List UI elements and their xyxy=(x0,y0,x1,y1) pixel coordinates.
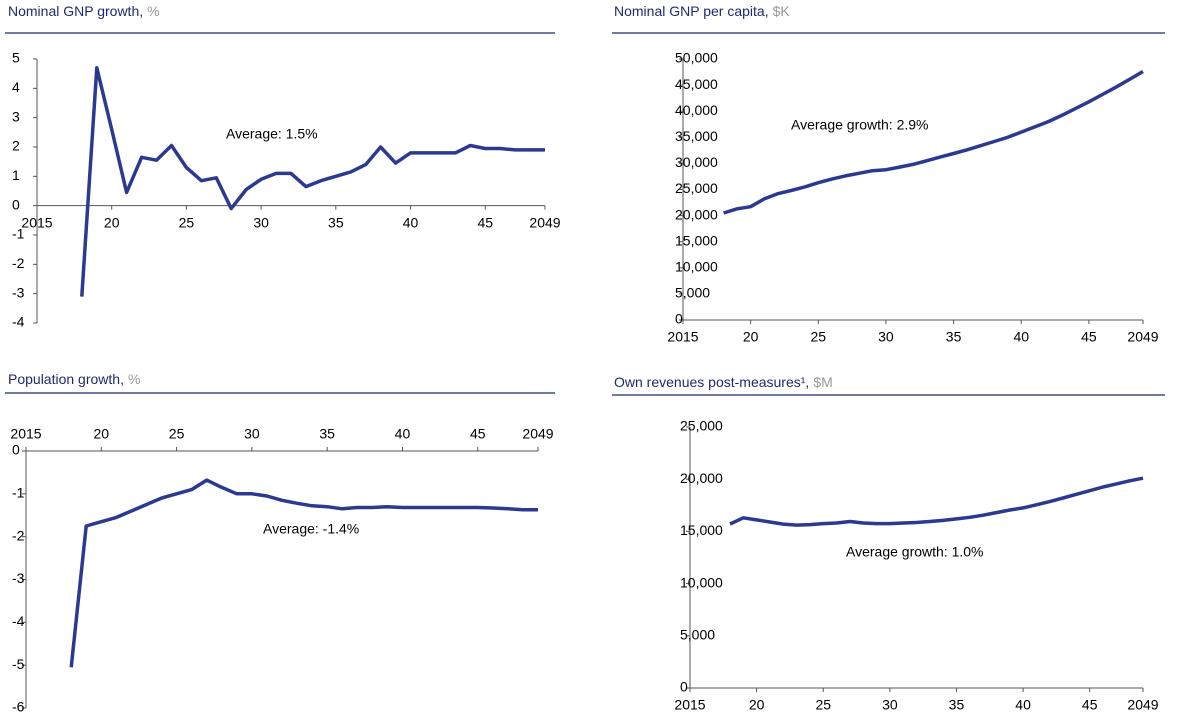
y-tick-label: 0 xyxy=(12,442,20,458)
y-tick-label: 0 xyxy=(680,679,688,695)
chart-title: Nominal GNP per capita, $K xyxy=(614,3,790,19)
y-tick-label: 20,000 xyxy=(675,206,718,222)
x-tick-label: 20 xyxy=(104,214,120,230)
y-tick-label: 50,000 xyxy=(675,50,718,66)
x-tick-label: 30 xyxy=(882,697,898,713)
x-tick-label: 40 xyxy=(395,426,411,442)
x-tick-label: 35 xyxy=(319,426,335,442)
y-tick-label: 1 xyxy=(12,167,20,183)
title-text: Population growth, xyxy=(8,371,124,387)
title-unit: $M xyxy=(813,374,832,390)
y-tick-label: -3 xyxy=(12,284,25,300)
annotation: Average growth: 2.9% xyxy=(791,117,929,133)
y-tick-label: 2 xyxy=(12,138,20,154)
y-tick-label: 35,000 xyxy=(675,128,718,144)
y-tick-label: -3 xyxy=(12,570,25,586)
y-tick-label: 10,000 xyxy=(675,259,718,275)
annotation: Average: -1.4% xyxy=(263,521,359,537)
x-tick-label: 30 xyxy=(244,426,260,442)
x-tick-label: 20 xyxy=(94,426,110,442)
x-tick-label: 45 xyxy=(470,426,486,442)
chart-title: Nominal GNP growth,% xyxy=(8,3,160,19)
title-text: Nominal GNP growth, xyxy=(8,3,143,19)
x-tick-label: 40 xyxy=(403,214,419,230)
x-tick-label: 2015 xyxy=(674,697,705,713)
x-tick-label: 35 xyxy=(946,329,962,345)
x-tick-label: 35 xyxy=(328,214,344,230)
y-tick-label: -6 xyxy=(12,699,25,713)
y-tick-label: -5 xyxy=(12,656,25,672)
y-tick-label: -1 xyxy=(12,226,25,242)
y-tick-label: -2 xyxy=(12,255,25,271)
title-text: Own revenues post-measures¹, xyxy=(614,374,809,390)
x-tick-label: 45 xyxy=(477,214,493,230)
x-tick-label: 2049 xyxy=(1127,329,1158,345)
x-tick-label: 25 xyxy=(169,426,185,442)
title-unit: % xyxy=(147,3,159,19)
y-tick-label: 25,000 xyxy=(675,180,718,196)
y-tick-label: 25,000 xyxy=(680,418,723,434)
x-tick-label: 2049 xyxy=(522,426,553,442)
x-tick-label: 35 xyxy=(949,697,965,713)
x-tick-label: 2015 xyxy=(10,426,41,442)
y-tick-label: 40,000 xyxy=(675,102,718,118)
y-tick-label: 15,000 xyxy=(675,232,718,248)
x-tick-label: 2049 xyxy=(529,214,560,230)
y-tick-label: 5,000 xyxy=(680,627,715,643)
chart-panel: Nominal GNP per capita, $K 0 5,000 10,000 15,… xyxy=(612,3,1165,345)
x-tick-label: 45 xyxy=(1082,697,1098,713)
x-tick-label: 2049 xyxy=(1127,697,1158,713)
data-line xyxy=(723,69,1144,215)
y-tick-label: 0 xyxy=(12,196,20,212)
x-tick-label: 25 xyxy=(811,329,827,345)
title-unit: $K xyxy=(773,3,791,19)
y-tick-label: 4 xyxy=(12,79,20,95)
x-tick-label: 25 xyxy=(179,214,195,230)
y-tick-label: 0 xyxy=(675,311,683,327)
annotation: Average growth: 1.0% xyxy=(846,544,984,560)
annotation: Average: 1.5% xyxy=(226,126,318,142)
title-unit: % xyxy=(128,371,140,387)
x-tick-label: 2015 xyxy=(667,329,698,345)
x-tick-label: 20 xyxy=(743,329,759,345)
x-tick-label: 45 xyxy=(1081,329,1097,345)
y-tick-label: 45,000 xyxy=(675,76,718,92)
x-tick-label: 40 xyxy=(1015,697,1031,713)
y-tick-label: 5 xyxy=(12,50,20,66)
y-tick-label: 15,000 xyxy=(680,522,723,538)
y-tick-label: 20,000 xyxy=(680,470,723,486)
data-line xyxy=(69,478,538,668)
y-tick-label: 3 xyxy=(12,108,20,124)
y-tick-label: 5,000 xyxy=(675,285,710,301)
title-text: Nominal GNP per capita, xyxy=(614,3,769,19)
x-tick-label: 2015 xyxy=(21,214,52,230)
y-tick-label: -4 xyxy=(12,613,25,629)
x-tick-label: 30 xyxy=(253,214,269,230)
chart-title: Population growth,% xyxy=(8,371,140,387)
y-tick-label: -2 xyxy=(12,527,25,543)
data-line xyxy=(729,476,1144,527)
y-tick-label: -1 xyxy=(12,485,25,501)
y-tick-label: -4 xyxy=(12,314,25,330)
chart-panel: Own revenues post-measures¹, $M 0 5,000 10,0… xyxy=(612,374,1165,713)
x-tick-label: 20 xyxy=(749,697,765,713)
x-tick-label: 40 xyxy=(1013,329,1029,345)
data-line xyxy=(80,66,545,297)
chart-title: Own revenues post-measures¹, $M xyxy=(614,374,833,390)
y-tick-label: 10,000 xyxy=(680,574,723,590)
x-tick-label: 30 xyxy=(878,329,894,345)
x-tick-label: 25 xyxy=(815,697,831,713)
y-tick-label: 30,000 xyxy=(675,154,718,170)
